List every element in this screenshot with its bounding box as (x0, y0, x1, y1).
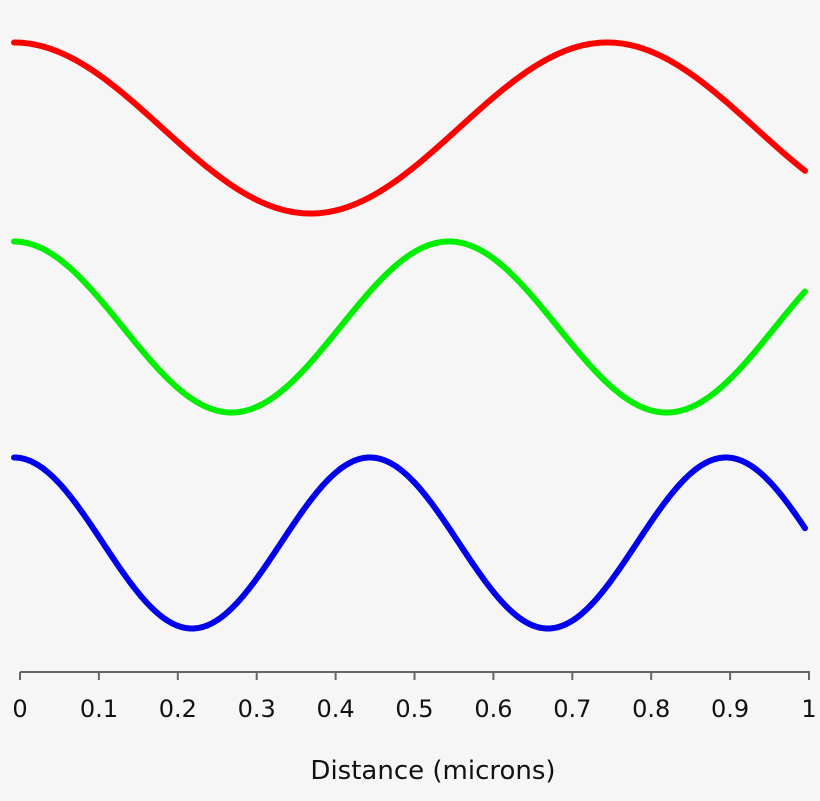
x-tick-label: 1 (801, 695, 816, 723)
series-red-line (11, 39, 808, 217)
x-tick-label: 0.7 (553, 695, 591, 723)
x-tick-label: 0.5 (395, 695, 433, 723)
x-tick-label: 0.2 (159, 695, 197, 723)
series-green-line (11, 238, 808, 416)
x-axis-label: Distance (microns) (310, 756, 555, 786)
x-tick-label: 0.1 (80, 695, 118, 723)
wave-curves (11, 39, 808, 632)
x-tick-label: 0.3 (238, 695, 276, 723)
x-axis-ticks: 0 0.1 0.2 0.3 0.4 0.5 0.6 0.7 0.8 0.9 1 (12, 672, 817, 723)
x-tick-label: 0 (12, 695, 27, 723)
x-tick-label: 0.9 (711, 695, 749, 723)
x-tick-label: 0.6 (474, 695, 512, 723)
series-blue-line (11, 454, 808, 632)
x-tick-label: 0.8 (632, 695, 670, 723)
x-tick-label: 0.4 (317, 695, 355, 723)
